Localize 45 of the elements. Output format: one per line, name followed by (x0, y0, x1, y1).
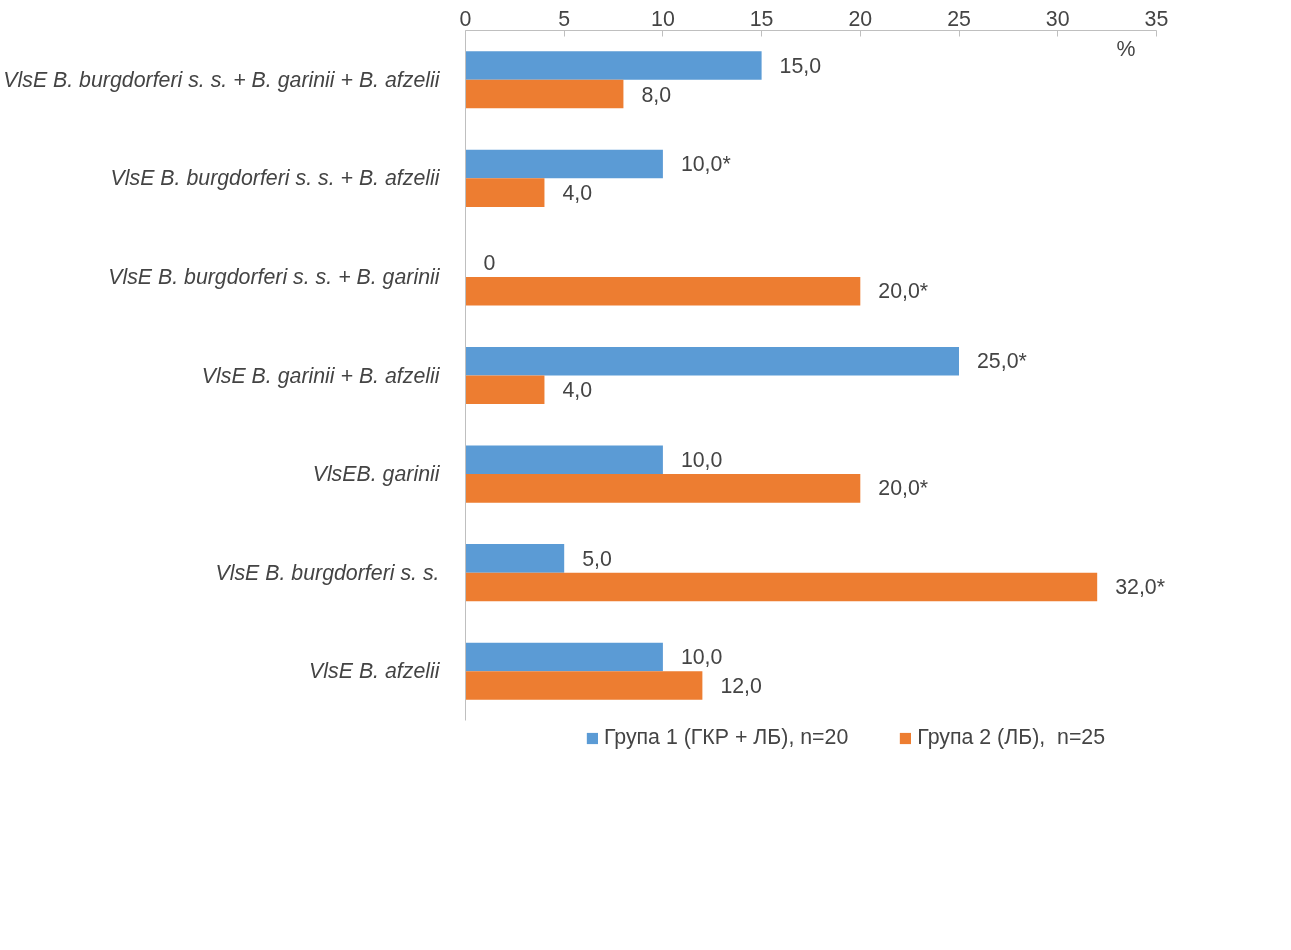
x-tick-label: 15 (749, 6, 774, 31)
data-label: 20,0* (878, 476, 929, 501)
data-label: 15,0 (779, 53, 822, 78)
bar (465, 445, 663, 475)
data-label: 10,0 (680, 448, 723, 473)
data-label: 0 (483, 251, 496, 276)
x-tick-label: 0 (459, 6, 472, 31)
data-label: 5,0 (582, 546, 612, 571)
legend-label: Група 2 (ЛБ), n=25 (917, 725, 1106, 750)
data-label: 20,0* (878, 279, 929, 304)
y-tick-label: VlsE B. burgdorferi s. s. + B. afzelii (110, 166, 441, 191)
data-label: 10,0* (680, 152, 731, 177)
bar (465, 671, 703, 700)
x-tick-label: 5 (558, 6, 571, 31)
y-tick-label: VlsE B. burgdorferi s. s. + B. garinii (108, 264, 441, 289)
data-label: 4,0 (562, 378, 593, 403)
data-label: 12,0 (720, 674, 763, 699)
data-label: 32,0* (1115, 574, 1165, 599)
y-tick-label: VlsEB. garinii (312, 462, 441, 487)
data-label: 25,0* (977, 349, 1027, 374)
y-tick-label: VlsE B. burgdorferi s. s. (215, 560, 440, 585)
bar (465, 79, 624, 109)
bar (465, 276, 861, 306)
bar (465, 51, 762, 80)
x-tick-label: 35 (1144, 6, 1169, 31)
bar (465, 375, 545, 405)
data-label: 8,0 (641, 82, 672, 107)
bar (465, 178, 545, 207)
legend-label: Група 1 (ГКР + ЛБ), n=20 (603, 725, 849, 750)
x-tick-label: 20 (848, 6, 873, 31)
y-tick-label: VlsE B. garinii + B. afzelii (201, 363, 441, 388)
data-label: 4,0 (562, 181, 593, 206)
bar (465, 642, 663, 672)
x-tick-label: 25 (947, 6, 971, 31)
bar (465, 346, 960, 376)
x-tick-label: 30 (1045, 6, 1070, 31)
bar (465, 474, 861, 503)
bar (465, 149, 663, 179)
bar (465, 544, 565, 573)
y-tick-label: VlsE B. burgdorferi s. s. + B. garinii + B. afzelii (3, 67, 441, 92)
y-tick-label: VlsE B. afzelii (309, 659, 441, 684)
x-axis-title: % (1116, 36, 1136, 61)
x-tick-label: 10 (651, 6, 675, 31)
data-label: 10,0 (680, 645, 723, 670)
bar (465, 572, 1098, 602)
